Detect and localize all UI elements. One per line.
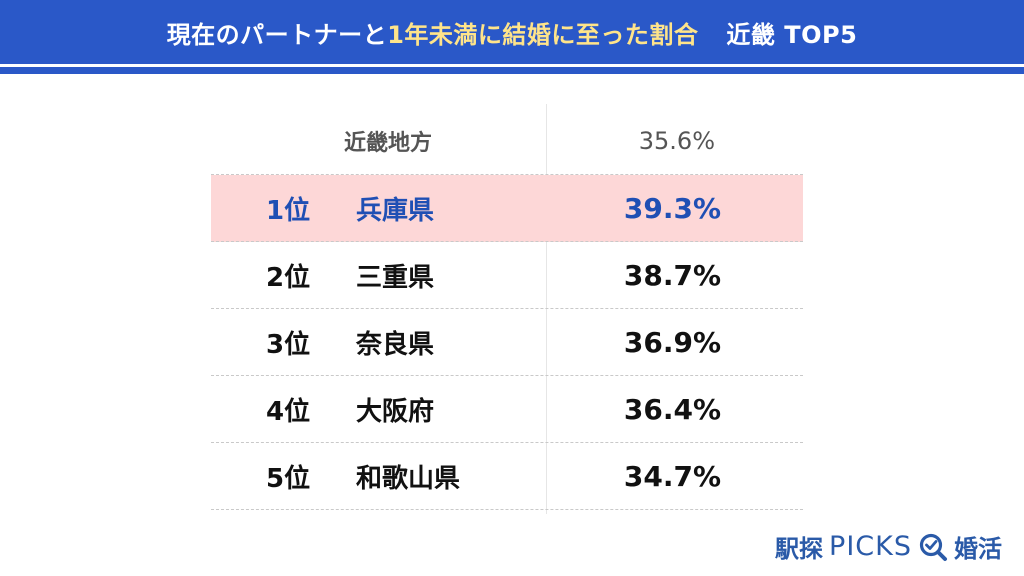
logo-text-left: 駅探 xyxy=(775,535,824,563)
rate-value: 36.9% xyxy=(623,325,721,359)
prefecture-name: 和歌山県 xyxy=(356,463,461,494)
header-rule xyxy=(0,67,1024,74)
reference-label: 近畿地方 xyxy=(344,131,433,156)
title-region: 近畿 TOP5 xyxy=(726,20,858,49)
title-part1: 現在のパートナーと xyxy=(166,20,388,49)
prefecture-name: 兵庫県 xyxy=(356,195,435,226)
rate-value: 36.4% xyxy=(623,392,721,426)
table-row: 5位 和歌山県 34.7% xyxy=(211,443,803,510)
logo-text-picks: PICKS xyxy=(829,531,912,562)
rank-label: 4位 xyxy=(266,396,311,427)
rate-value: 38.7% xyxy=(623,258,721,292)
rate-value: 39.3% xyxy=(623,191,721,225)
column-divider xyxy=(546,104,547,514)
table-row: 3位 奈良県 36.9% xyxy=(211,309,803,376)
magnifier-check-icon xyxy=(919,533,947,561)
prefecture-name: 奈良県 xyxy=(356,329,435,360)
header-bar: 現在のパートナーと1年未満に結婚に至った割合 近畿 TOP5 xyxy=(0,0,1024,64)
table-row: 4位 大阪府 36.4% xyxy=(211,376,803,443)
prefecture-name: 三重県 xyxy=(356,262,435,293)
rank-label: 1位 xyxy=(266,195,311,226)
brand-logo: 駅探 PICKS 婚活 xyxy=(775,529,1002,564)
rank-label: 2位 xyxy=(266,262,311,293)
rank-label: 5位 xyxy=(266,463,311,494)
rank-label: 3位 xyxy=(266,329,311,360)
reference-value: 35.6% xyxy=(638,127,715,155)
logo-text-right: 婚活 xyxy=(954,535,1002,563)
ranking-table: 近畿地方 35.6% 1位 兵庫県 39.3% 2位 三重県 38.7% 3位 奈良県 36.9… xyxy=(211,108,803,510)
prefecture-name: 大阪府 xyxy=(356,396,435,427)
table-row: 1位 兵庫県 39.3% xyxy=(211,175,803,242)
title-highlight: 1年未満に結婚に至った割合 xyxy=(387,20,699,49)
rate-value: 34.7% xyxy=(623,459,721,493)
page-title: 現在のパートナーと1年未満に結婚に至った割合 近畿 TOP5 xyxy=(167,15,858,50)
table-row: 2位 三重県 38.7% xyxy=(211,242,803,309)
reference-row: 近畿地方 35.6% xyxy=(211,108,803,175)
